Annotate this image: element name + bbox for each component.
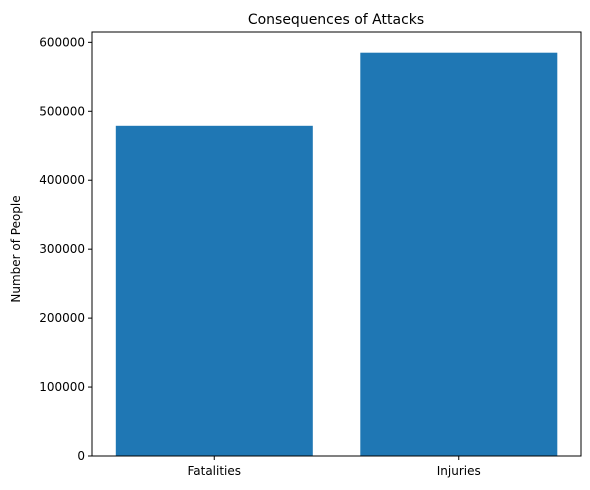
bar-injuries bbox=[360, 52, 558, 456]
y-axis-label: Number of People bbox=[9, 195, 23, 302]
y-tick-label: 300000 bbox=[39, 242, 85, 256]
chart-title: Consequences of Attacks bbox=[248, 12, 424, 28]
x-tick-label: Fatalities bbox=[187, 464, 241, 478]
y-tick-label: 0 bbox=[77, 449, 85, 463]
y-tick-label: 100000 bbox=[39, 380, 85, 394]
y-tick-label: 600000 bbox=[39, 35, 85, 49]
y-tick-label: 400000 bbox=[39, 173, 85, 187]
x-tick-label: Injuries bbox=[437, 464, 481, 478]
plot-area: 0 100000 200000 300000 400000 500000 600000 Fat… bbox=[39, 31, 582, 478]
plot-frame bbox=[91, 31, 582, 457]
y-tick-label: 500000 bbox=[39, 104, 85, 118]
bar-fatalities bbox=[115, 125, 313, 457]
y-tick-label: 200000 bbox=[39, 311, 85, 325]
